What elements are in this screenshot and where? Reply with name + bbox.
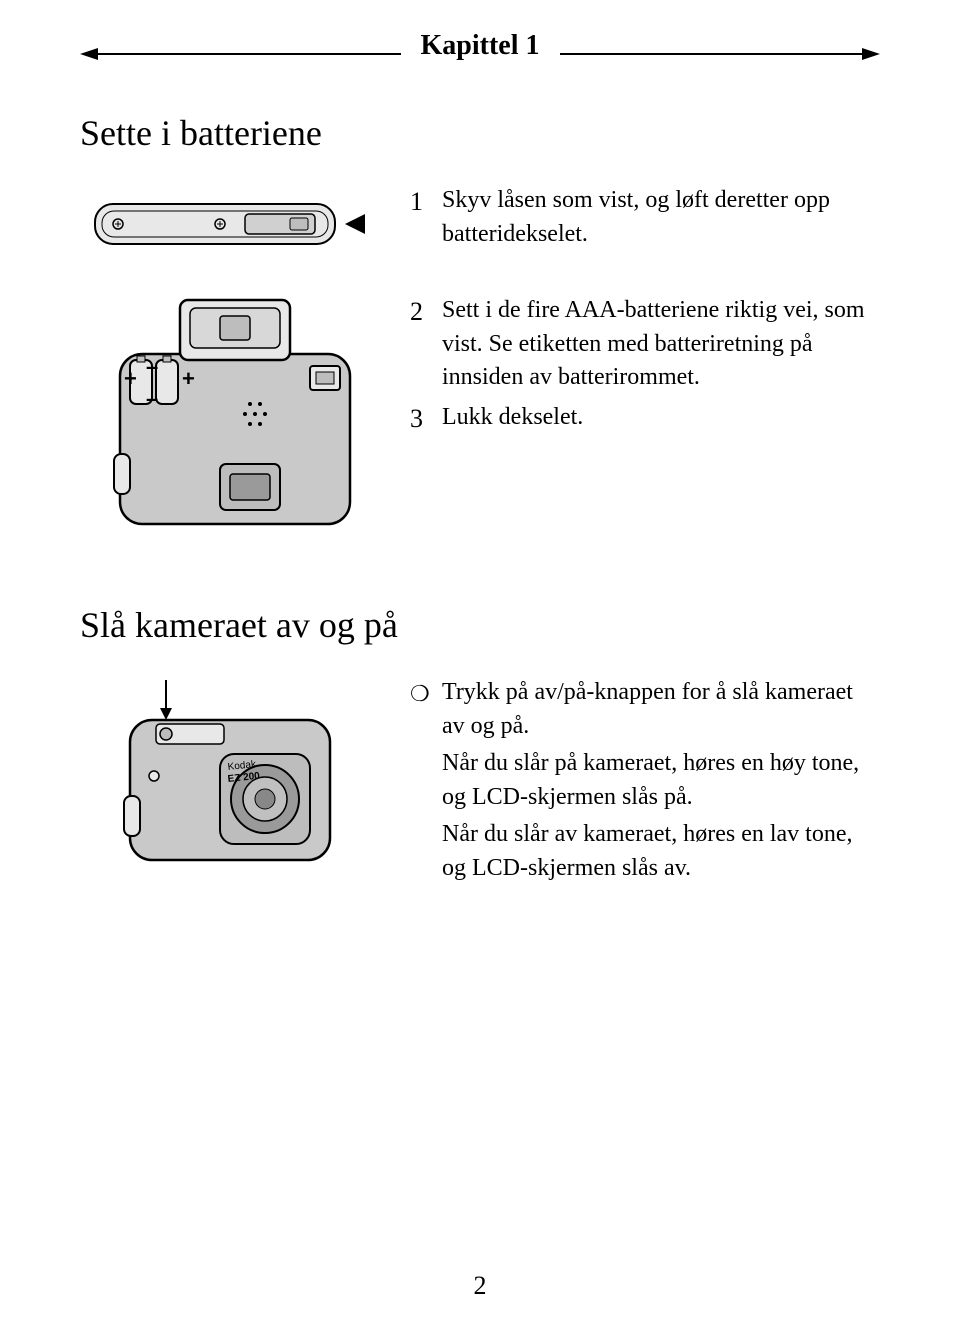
step1-text-col: 1 Skyv låsen som vist, og løft deretter … — [380, 184, 880, 257]
bullet-item: ❍ Trykk på av/på-knappen for å slå kamer… — [410, 676, 880, 890]
section2-title: Slå kameraet av og på — [80, 604, 880, 646]
step3-text: Lukk dekselet. — [442, 401, 583, 435]
step1-item: 1 Skyv låsen som vist, og løft deretter … — [410, 184, 880, 251]
bullet-line2: Når du slår på kameraet, høres en høy to… — [442, 747, 880, 814]
section2-text-col: ❍ Trykk på av/på-knappen for å slå kamer… — [380, 676, 880, 890]
step1-text: Skyv låsen som vist, og løft deretter op… — [442, 184, 880, 251]
camera-battery-svg: + + – – — [90, 294, 370, 554]
bullet-line1: Trykk på av/på-knappen for å slå kamerae… — [442, 676, 880, 743]
illus-camera-front: Kodak EZ 200 — [80, 676, 380, 876]
arrow-left-icon — [80, 48, 98, 60]
step2-row: + + – – 2 — [80, 294, 880, 554]
step2-text: Sett i de fire AAA-batteriene riktig vei… — [442, 294, 880, 395]
illus-camera-top — [80, 184, 380, 264]
svg-text:+: + — [182, 366, 195, 391]
bullet-line3: Når du slår av kameraet, høres en lav to… — [442, 818, 880, 885]
bullet-mark: ❍ — [410, 676, 442, 711]
page: Kapittel 1 Sette i batteriene — [0, 0, 960, 1341]
svg-text:–: – — [146, 386, 158, 411]
camera-top-svg — [90, 184, 370, 264]
arrow-right-icon — [862, 48, 880, 60]
camera-front-svg: Kodak EZ 200 — [110, 676, 350, 876]
section2-row: Kodak EZ 200 ❍ Trykk på av/på-knappen fo… — [80, 676, 880, 890]
chapter-header: Kapittel 1 — [80, 30, 880, 62]
step1-num: 1 — [410, 184, 442, 220]
svg-text:–: – — [146, 354, 158, 379]
svg-text:+: + — [124, 366, 137, 391]
step23-text-col: 2 Sett i de fire AAA-batteriene riktig v… — [380, 294, 880, 443]
page-number: 2 — [0, 1271, 960, 1301]
illus-camera-battery: + + – – — [80, 294, 380, 554]
bullet-text: Trykk på av/på-knappen for å slå kamerae… — [442, 676, 880, 890]
section2: Slå kameraet av og på — [80, 604, 880, 890]
chapter-title: Kapittel 1 — [401, 30, 560, 62]
step2-item: 2 Sett i de fire AAA-batteriene riktig v… — [410, 294, 880, 395]
step3-num: 3 — [410, 401, 442, 437]
step3-item: 3 Lukk dekselet. — [410, 401, 880, 437]
step1-row: 1 Skyv låsen som vist, og løft deretter … — [80, 184, 880, 264]
step2-num: 2 — [410, 294, 442, 330]
section1-title: Sette i batteriene — [80, 112, 880, 154]
